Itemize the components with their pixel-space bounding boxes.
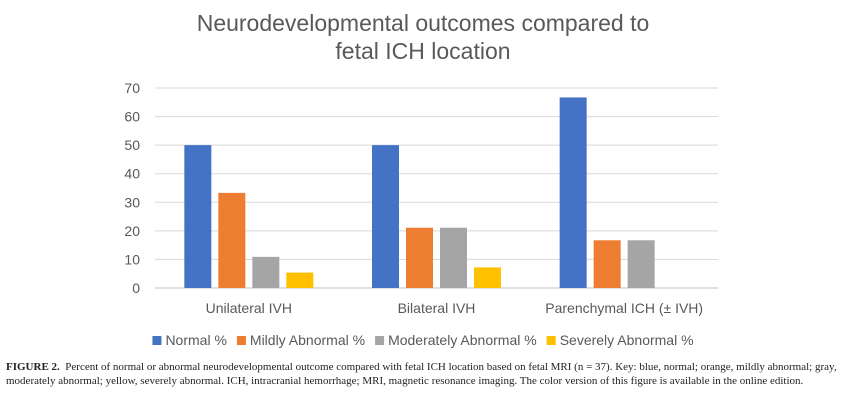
legend-label: Mildly Abnormal % xyxy=(250,332,365,348)
legend-label: Severely Abnormal % xyxy=(560,332,694,348)
bar-normal-0 xyxy=(184,145,212,288)
x-tick-label: Bilateral IVH xyxy=(398,300,476,316)
bar-severely-abnormal-0 xyxy=(286,272,314,288)
y-axis-ticks: 0 10 20 30 40 50 60 70 xyxy=(124,80,140,296)
bar-moderately-abnormal-1 xyxy=(440,227,467,288)
legend-item: Moderately Abnormal % xyxy=(375,332,537,348)
bar-chart: Neurodevelopmental outcomes compared to … xyxy=(124,10,718,348)
figure-caption: FIGURE 2. Percent of normal or abnormal … xyxy=(6,360,842,388)
y-tick-label: 20 xyxy=(124,223,140,239)
y-tick-label: 40 xyxy=(124,166,140,182)
x-tick-label: Parenchymal ICH (± IVH) xyxy=(545,300,703,316)
bar-normal-1 xyxy=(372,145,399,288)
gridlines xyxy=(155,87,718,289)
y-tick-label: 70 xyxy=(124,80,140,96)
x-tick-label: Unilateral IVH xyxy=(206,300,292,316)
legend-swatch xyxy=(236,336,246,345)
caption-label: FIGURE 2. xyxy=(6,361,60,373)
bar-normal-2 xyxy=(559,97,587,288)
legend-label: Moderately Abnormal % xyxy=(388,332,537,348)
legend-swatch xyxy=(375,336,385,345)
bar-mildly-abnormal-0 xyxy=(218,192,246,288)
legend-item: Mildly Abnormal % xyxy=(236,332,365,348)
legend-label: Normal % xyxy=(165,332,226,348)
bar-moderately-abnormal-0 xyxy=(252,256,280,288)
legend-item: Severely Abnormal % xyxy=(546,332,694,348)
chart-area: Neurodevelopmental outcomes compared to … xyxy=(124,10,718,348)
bar-mildly-abnormal-1 xyxy=(406,227,433,288)
bar-mildly-abnormal-2 xyxy=(593,240,621,288)
x-axis-ticks: Unilateral IVH Bilateral IVH Parenchymal I… xyxy=(206,300,703,316)
y-tick-label: 60 xyxy=(124,109,140,125)
y-tick-label: 0 xyxy=(132,280,140,296)
y-tick-label: 10 xyxy=(124,251,140,267)
bar-severely-abnormal-1 xyxy=(474,267,501,288)
bars xyxy=(184,97,655,288)
y-tick-label: 50 xyxy=(124,137,140,153)
chart-title-line-2: fetal ICH location xyxy=(335,38,510,64)
legend: Normal % Mildly Abnormal % Moderately Abno… xyxy=(152,332,694,348)
legend-swatch xyxy=(152,336,162,345)
legend-item: Normal % xyxy=(152,332,227,348)
caption-text: Percent of normal or abnormal neurodevel… xyxy=(6,361,837,387)
legend-swatch xyxy=(546,336,556,345)
chart-title-line-1: Neurodevelopmental outcomes compared to xyxy=(197,10,650,36)
bar-moderately-abnormal-2 xyxy=(627,240,655,288)
y-tick-label: 30 xyxy=(124,194,140,210)
